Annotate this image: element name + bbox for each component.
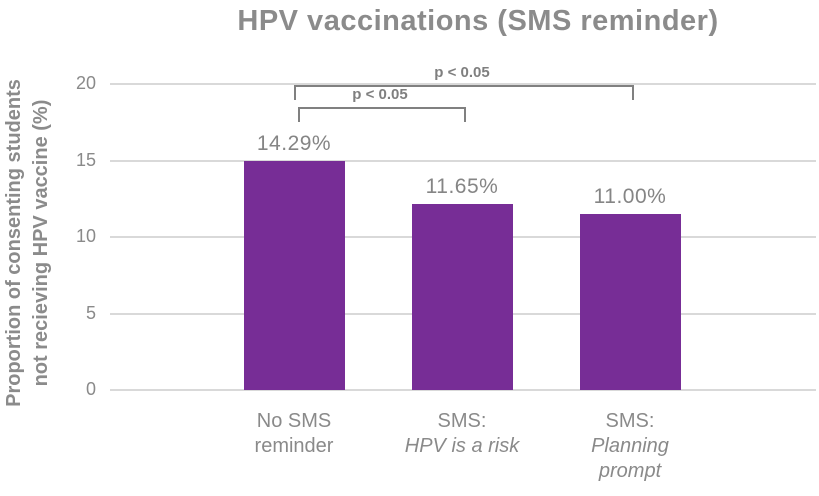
x-tick-label-sms-planning-prompt: SMS: Planning prompt xyxy=(535,409,725,484)
y-tick-label: 15 xyxy=(75,149,96,170)
y-tick-label: 10 xyxy=(75,226,96,246)
significance-label: p < 0.05 xyxy=(352,86,408,103)
x-tick-label-no-sms-reminder: No SMS reminder xyxy=(199,409,389,459)
x-tick-line: No SMS xyxy=(256,410,332,432)
significance-label: p < 0.05 xyxy=(434,64,490,81)
chart-title: HPV vaccinations (SMS reminder) xyxy=(237,5,719,37)
y-tick-label: 5 xyxy=(85,302,96,323)
x-tick-line: SMS: xyxy=(437,410,487,432)
x-axis-line xyxy=(110,389,816,391)
bar-sms-hpv-is-a-risk xyxy=(411,203,513,390)
data-label: 11.65% xyxy=(425,174,499,198)
gridline xyxy=(110,83,816,85)
x-tick-line: prompt xyxy=(598,460,662,482)
bar-sms-planning-prompt xyxy=(579,214,681,390)
x-tick-label-sms-hpv-is-a-risk: SMS: HPV is a risk xyxy=(367,409,557,459)
y-tick-label: 0 xyxy=(85,379,96,399)
gridline xyxy=(110,159,816,162)
x-tick-line: Planning xyxy=(591,435,669,457)
data-label: 14.29% xyxy=(256,132,332,156)
significance-bracket xyxy=(294,85,634,100)
significance-bracket xyxy=(298,107,466,122)
y-axis-title-line-1: Proportion of consenting students xyxy=(3,79,25,407)
x-tick-line: SMS: xyxy=(605,410,655,432)
x-tick-line: HPV is a risk xyxy=(404,435,520,457)
x-tick-line: reminder xyxy=(254,435,334,457)
bar-no-sms-reminder xyxy=(243,161,345,390)
y-tick-label: 20 xyxy=(75,73,96,93)
data-label: 11.00% xyxy=(593,185,667,208)
